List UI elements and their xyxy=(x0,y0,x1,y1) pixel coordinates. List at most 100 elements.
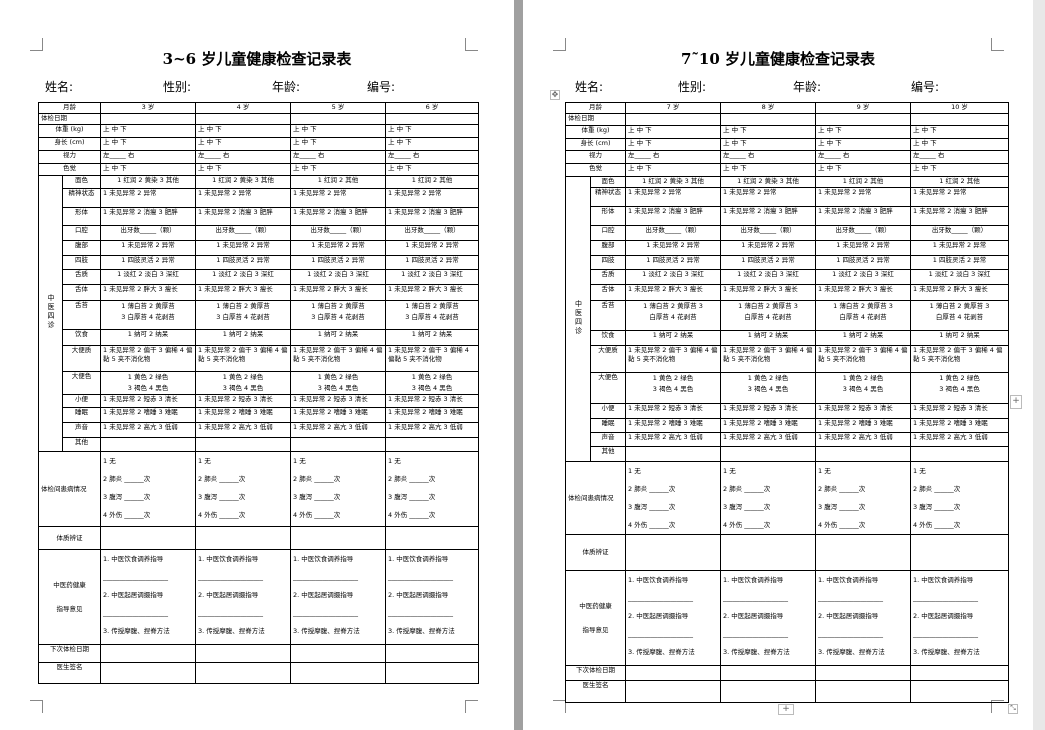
record-cell[interactable]: 1 黄色 2 绿色 3 褐色 4 黑色 xyxy=(290,371,386,395)
record-cell[interactable]: 1 未见异常 2 高亢 3 低弱 xyxy=(100,422,196,438)
record-cell[interactable]: 1 未见异常 2 异常 xyxy=(910,187,1009,207)
record-cell[interactable]: 1 薄白苔 2 黄厚苔 3 白厚苔 4 花剥苔 xyxy=(910,300,1009,331)
scrollbar[interactable] xyxy=(1033,0,1045,730)
record-cell[interactable]: 1 未见异常 2 高亢 3 低弱 xyxy=(910,432,1009,447)
record-cell[interactable] xyxy=(290,437,386,452)
record-cell[interactable]: 1 四肢灵活 2 异常 xyxy=(910,255,1009,270)
record-cell[interactable]: 1 纳可 2 纳呆 xyxy=(385,329,479,346)
record-cell[interactable]: 1 未见异常 2 偏干 3 偏稀 4 偏黏 5 夹不消化物 xyxy=(100,345,196,372)
record-cell[interactable]: 1 未见异常 2 异常 xyxy=(815,240,911,256)
record-cell[interactable] xyxy=(385,437,479,452)
record-cell[interactable]: 1 纳可 2 纳呆 xyxy=(290,329,386,346)
record-cell[interactable] xyxy=(100,526,196,550)
record-cell[interactable] xyxy=(100,644,196,663)
record-cell[interactable]: 1 未见异常 2 嗜睡 3 难眠 xyxy=(195,407,291,423)
record-cell[interactable]: 1 未见异常 2 高亢 3 低弱 xyxy=(720,432,816,447)
record-cell[interactable]: 1 黄色 2 绿色 3 褐色 4 黑色 xyxy=(815,372,911,404)
record-cell[interactable]: 1 未见异常 2 消瘦 3 肥胖 xyxy=(910,206,1009,226)
record-cell[interactable]: 1 红润 2 黄染 3 其他 xyxy=(100,175,196,189)
record-cell[interactable] xyxy=(815,534,911,571)
record-cell[interactable] xyxy=(100,113,196,125)
record-cell[interactable]: 1 未见异常 2 胖大 3 瘦长 xyxy=(100,284,196,301)
record-cell[interactable]: 1 未见异常 2 异常 xyxy=(100,240,196,256)
record-cell[interactable] xyxy=(815,113,911,126)
record-cell[interactable]: 1 红润 2 其他 xyxy=(815,176,911,188)
record-cell[interactable]: 1 未见异常 2 胖大 3 瘦长 xyxy=(290,284,386,301)
record-cell[interactable]: 左_____ 右 xyxy=(720,150,816,164)
record-cell[interactable]: 1 未见异常 2 异常 xyxy=(720,187,816,207)
record-cell[interactable] xyxy=(720,665,816,681)
record-cell[interactable]: 1 无 2 肺炎 ______次 3 腹泻 ______次 4 外伤 _____… xyxy=(195,451,291,527)
record-cell[interactable] xyxy=(385,662,479,684)
record-cell[interactable] xyxy=(625,665,721,681)
record-cell[interactable]: 1 四肢灵活 2 异常 xyxy=(625,255,721,270)
record-cell[interactable]: 1 未见异常 2 消瘦 3 肥胖 xyxy=(385,207,479,226)
record-cell[interactable]: 上 中 下 xyxy=(195,137,291,151)
record-cell[interactable]: 上 中 下 xyxy=(910,163,1009,177)
record-cell[interactable]: 上 中 下 xyxy=(100,137,196,151)
record-cell[interactable]: 1 未见异常 2 高亢 3 低弱 xyxy=(625,432,721,447)
record-cell[interactable]: 出牙数_____（颗） xyxy=(195,225,291,241)
record-cell[interactable]: 上 中 下 xyxy=(385,137,479,151)
record-cell[interactable]: 上 中 下 xyxy=(625,163,721,177)
record-cell[interactable]: 1 未见异常 2 高亢 3 低弱 xyxy=(290,422,386,438)
record-cell[interactable]: 上 中 下 xyxy=(815,138,911,151)
record-cell[interactable]: 出牙数_____（颗） xyxy=(100,225,196,241)
record-cell[interactable] xyxy=(720,680,816,703)
record-cell[interactable]: 1 薄白苔 2 黄厚苔 3 白厚苔 4 花剥苔 xyxy=(195,300,291,330)
record-cell[interactable]: 1 未见异常 2 偏干 3 偏稀 4 偏黏 5 夹不消化物 xyxy=(625,345,721,373)
record-cell[interactable] xyxy=(195,437,291,452)
record-cell[interactable]: 1 淡红 2 淡白 3 深红 xyxy=(910,269,1009,285)
record-cell[interactable]: 1. 中医饮食调养指导 ____________________ 2. 中医起居… xyxy=(385,549,479,645)
record-cell[interactable]: 1 未见异常 2 异常 xyxy=(625,240,721,256)
record-cell[interactable]: 1 四肢灵活 2 异常 xyxy=(720,255,816,270)
record-cell[interactable]: 1 未见异常 2 短赤 3 清长 xyxy=(385,394,479,408)
record-cell[interactable]: 上 中 下 xyxy=(815,125,911,139)
record-cell[interactable]: 上 中 下 xyxy=(100,124,196,138)
record-cell[interactable]: 1 未见异常 2 消瘦 3 肥胖 xyxy=(815,206,911,226)
record-cell[interactable]: 1 无 2 肺炎 ______次 3 腹泻 ______次 4 外伤 _____… xyxy=(625,461,721,535)
record-cell[interactable] xyxy=(290,113,386,125)
record-cell[interactable] xyxy=(195,662,291,684)
record-cell[interactable]: 1 淡红 2 淡白 3 深红 xyxy=(385,269,479,285)
move-icon[interactable]: ✥ xyxy=(550,90,560,100)
plus-icon[interactable]: + xyxy=(1010,395,1022,409)
record-cell[interactable]: 1 未见异常 2 异常 xyxy=(195,188,291,208)
record-cell[interactable]: 1 未见异常 2 高亢 3 低弱 xyxy=(815,432,911,447)
record-cell[interactable]: 出牙数_____（颗） xyxy=(815,225,911,241)
record-cell[interactable]: 上 中 下 xyxy=(385,163,479,176)
record-cell[interactable] xyxy=(815,665,911,681)
record-cell[interactable]: 1 未见异常 2 嗜睡 3 难眠 xyxy=(815,418,911,433)
record-cell[interactable]: 1 淡红 2 淡白 3 深红 xyxy=(290,269,386,285)
record-cell[interactable]: 1 纳可 2 纳呆 xyxy=(625,330,721,346)
record-cell[interactable]: 上 中 下 xyxy=(910,138,1009,151)
record-cell[interactable]: 1 薄白苔 2 黄厚苔 3 白厚苔 4 花剥苔 xyxy=(720,300,816,331)
record-cell[interactable]: 左_____ 右 xyxy=(385,150,479,164)
record-cell[interactable]: 出牙数_____（颗） xyxy=(910,225,1009,241)
record-cell[interactable]: 1 未见异常 2 短赤 3 清长 xyxy=(625,403,721,419)
record-cell[interactable] xyxy=(290,526,386,550)
record-cell[interactable]: 1 未见异常 2 消瘦 3 肥胖 xyxy=(195,207,291,226)
record-cell[interactable] xyxy=(195,113,291,125)
record-cell[interactable]: 1 未见异常 2 异常 xyxy=(385,188,479,208)
record-cell[interactable]: 1 未见异常 2 高亢 3 低弱 xyxy=(195,422,291,438)
record-cell[interactable]: 上 中 下 xyxy=(195,124,291,138)
record-cell[interactable]: 1 未见异常 2 异常 xyxy=(720,240,816,256)
record-cell[interactable]: 1. 中医饮食调养指导 ____________________ 2. 中医起居… xyxy=(100,549,196,645)
record-cell[interactable]: 1 无 2 肺炎 ______次 3 腹泻 ______次 4 外伤 _____… xyxy=(720,461,816,535)
record-cell[interactable] xyxy=(290,644,386,663)
record-cell[interactable]: 1 未见异常 2 胖大 3 瘦长 xyxy=(720,284,816,301)
record-cell[interactable]: 1 淡红 2 淡白 3 深红 xyxy=(195,269,291,285)
record-cell[interactable]: 1 未见异常 2 嗜睡 3 难眠 xyxy=(385,407,479,423)
record-cell[interactable]: 上 中 下 xyxy=(385,124,479,138)
record-cell[interactable]: 上 中 下 xyxy=(625,138,721,151)
record-cell[interactable]: 上 中 下 xyxy=(720,163,816,177)
record-cell[interactable]: 上 中 下 xyxy=(720,125,816,139)
record-cell[interactable]: 左_____ 右 xyxy=(100,150,196,164)
record-cell[interactable] xyxy=(910,534,1009,571)
record-cell[interactable]: 1 未见异常 2 异常 xyxy=(290,188,386,208)
record-cell[interactable]: 1 未见异常 2 嗜睡 3 难眠 xyxy=(625,418,721,433)
record-cell[interactable]: 出牙数_____（颗） xyxy=(625,225,721,241)
record-cell[interactable]: 1 未见异常 2 短赤 3 清长 xyxy=(290,394,386,408)
record-cell[interactable] xyxy=(720,113,816,126)
